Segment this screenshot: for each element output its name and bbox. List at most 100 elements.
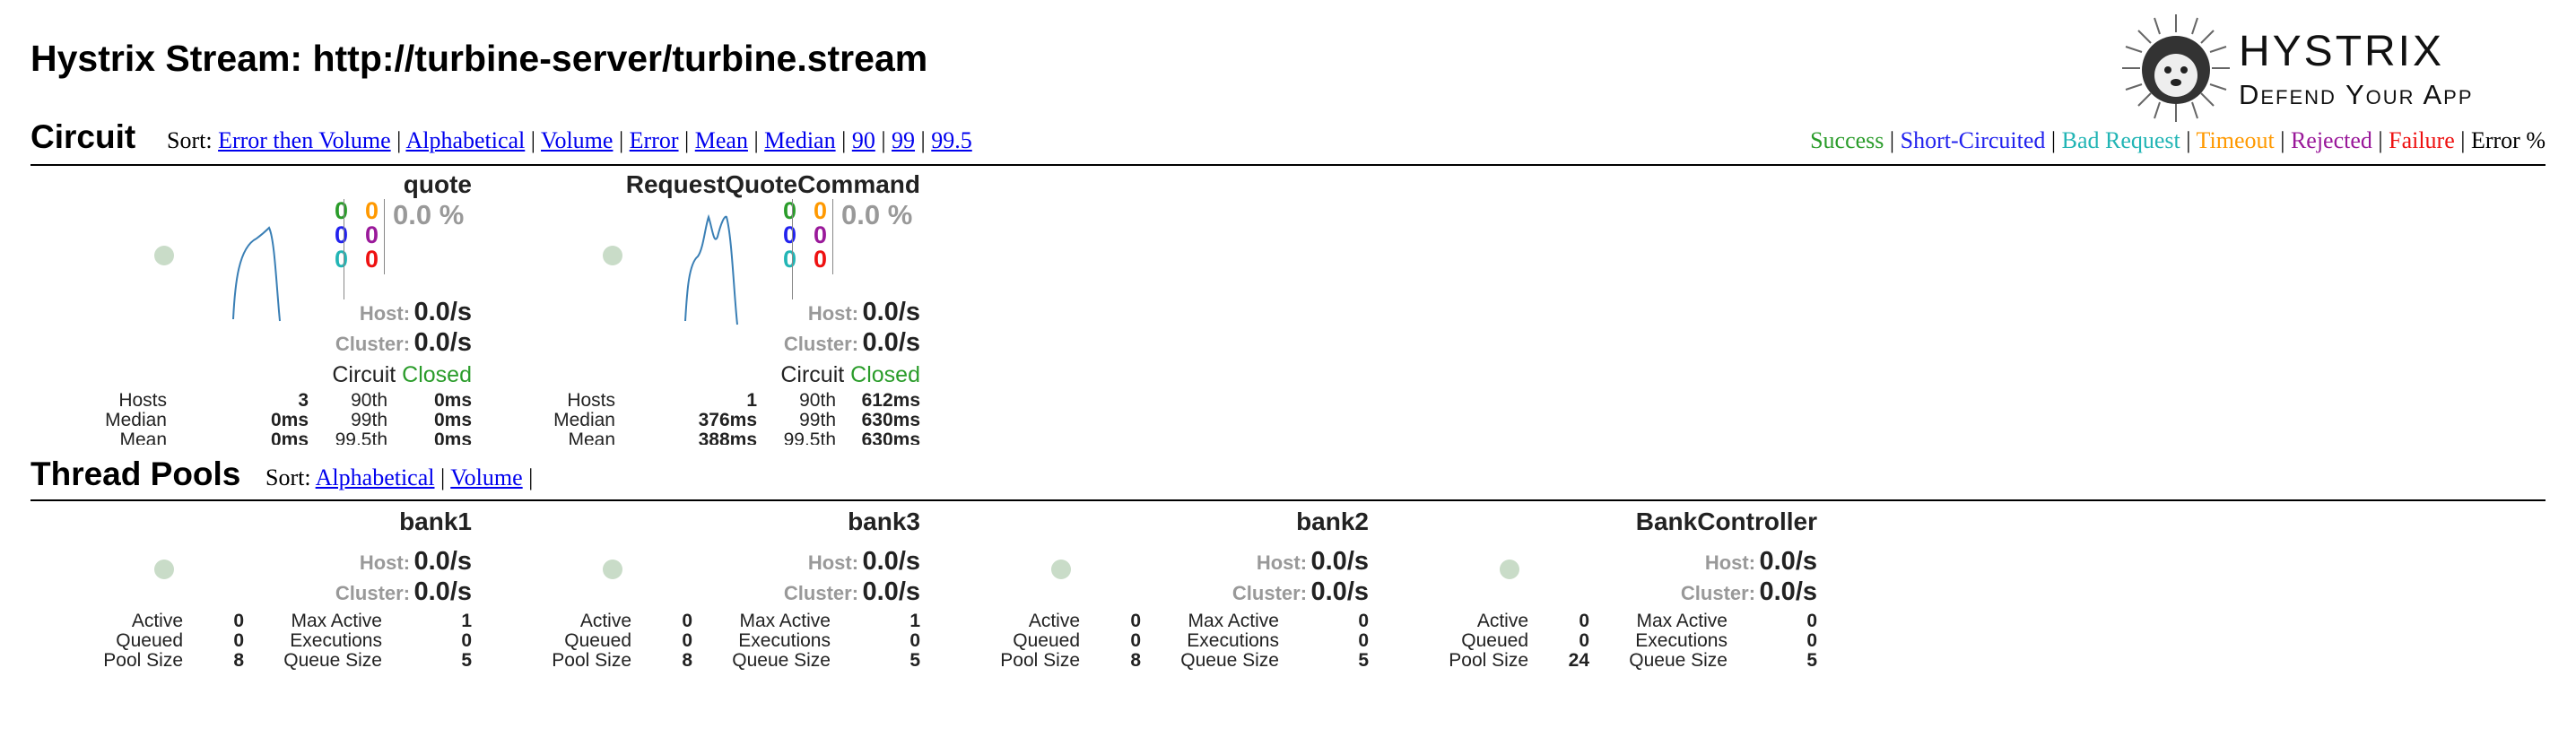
stat-label: Max Active — [1636, 611, 1727, 631]
stats-row: Queued 0 Executions 0 — [32, 631, 472, 651]
circuit-status-value: Closed — [850, 362, 920, 387]
stat-label: Executions — [738, 630, 831, 651]
threadpools-divider — [30, 499, 2546, 501]
host-rate: Host: 0.0/s — [1705, 547, 1817, 577]
threadpool-card: bank3 Host: 0.0/s Cluster: 0.0/s Active … — [481, 507, 920, 678]
host-rate-label: Host: — [359, 551, 411, 574]
stat-value: 0ms — [270, 429, 309, 446]
short-circuited-count: 0 — [334, 221, 348, 248]
stat-label: Executions — [290, 630, 382, 651]
circuit-card: RequestQuoteCommand 0 0 0 0 0 0 0.0 % Ho… — [481, 170, 920, 445]
stat-value: 0 — [1130, 611, 1141, 631]
stat-label: Mean — [568, 429, 615, 446]
stat-value: 630ms — [861, 429, 920, 446]
host-rate: Host: 0.0/s — [1257, 547, 1369, 577]
circuit-status-value: Closed — [402, 362, 472, 387]
timeout-count: 0 — [364, 197, 379, 224]
stat-value: 0 — [1130, 630, 1141, 651]
stat-value: 0 — [1358, 611, 1369, 631]
success-count: 0 — [782, 197, 796, 224]
stats-row: Hosts 3 90th 0ms — [32, 391, 472, 411]
stats-row: Median 0ms 99th 0ms — [32, 411, 472, 430]
threadpool-stats: Active 0 Max Active 1 Queued 0 Execution… — [481, 612, 920, 671]
stat-label: Queued — [564, 630, 631, 651]
pool-sort-volume-link[interactable]: Volume — [450, 464, 523, 490]
circuit-card-title: RequestQuoteCommand — [625, 170, 920, 198]
stat-value: 0 — [682, 630, 692, 651]
threadpool-stats: Active 0 Max Active 0 Queued 0 Execution… — [1378, 612, 1817, 671]
stat-label: Hosts — [118, 390, 167, 411]
circuit-sparkline — [232, 226, 281, 322]
stat-label: Queued — [116, 630, 183, 651]
cluster-rate-value: 0.0/s — [862, 577, 921, 606]
latency-stats: Hosts 3 90th 0ms Median 0ms 99th 0ms Mea… — [32, 391, 472, 446]
stat-value: 5 — [909, 650, 920, 671]
host-rate-value: 0.0/s — [1310, 547, 1370, 576]
cluster-rate: Cluster: 0.0/s — [1681, 577, 1817, 607]
stat-label: Max Active — [1188, 611, 1279, 631]
legend-bad-request: Bad Request — [2061, 127, 2180, 153]
stat-value: 8 — [1130, 650, 1141, 671]
stats-row: Mean 388ms 99.5th 630ms — [481, 429, 920, 446]
counts-right: 0 0 0 — [798, 199, 827, 272]
sort-error-then-volume-link[interactable]: Error then Volume — [218, 127, 391, 153]
cluster-rate: Cluster: 0.0/s — [784, 577, 920, 607]
stat-label: Active — [1028, 611, 1080, 631]
rejected-count: 0 — [364, 221, 379, 248]
circuit-status-label: Circuit — [780, 362, 845, 387]
sort-error-link[interactable]: Error — [629, 127, 679, 153]
threadpool-stats: Active 0 Max Active 0 Queued 0 Execution… — [929, 612, 1369, 671]
sort-median-link[interactable]: Median — [764, 127, 836, 153]
counts-left: 0 0 0 — [316, 199, 348, 272]
sort-volume-link[interactable]: Volume — [541, 127, 614, 153]
stats-row: Pool Size 8 Queue Size 5 — [929, 651, 1369, 671]
threadpool-card-title: bank1 — [399, 507, 472, 535]
stat-label: 99th — [351, 410, 387, 430]
circuit-status: Circuit Closed — [780, 362, 920, 388]
stats-row: Hosts 1 90th 612ms — [481, 391, 920, 411]
circuit-health-dot — [154, 246, 174, 265]
stats-row: Pool Size 24 Queue Size 5 — [1378, 651, 1817, 671]
threadpool-card: bank2 Host: 0.0/s Cluster: 0.0/s Active … — [929, 507, 1369, 678]
stat-value: 0 — [233, 630, 244, 651]
host-rate-label: Host: — [1256, 551, 1308, 574]
sort-90-link[interactable]: 90 — [851, 127, 875, 153]
sort-mean-link[interactable]: Mean — [694, 127, 748, 153]
stat-label: Median — [553, 410, 615, 430]
circuit-card-title: quote — [403, 170, 472, 198]
threadpool-card: bank1 Host: 0.0/s Cluster: 0.0/s Active … — [32, 507, 472, 678]
stat-value: 1 — [909, 611, 920, 631]
sort-99-link[interactable]: 99 — [892, 127, 916, 153]
pool-sort-alphabetical-link[interactable]: Alphabetical — [315, 464, 435, 490]
stat-label: Active — [131, 611, 183, 631]
success-count: 0 — [334, 197, 348, 224]
count-divider — [792, 199, 793, 299]
host-rate-value: 0.0/s — [413, 298, 473, 326]
circuit-sparkline — [684, 213, 738, 325]
hystrix-logo-icon — [2122, 14, 2230, 122]
rejected-count: 0 — [813, 221, 827, 248]
cluster-rate-label: Cluster: — [1231, 582, 1308, 604]
cluster-rate-label: Cluster: — [783, 333, 859, 355]
cluster-rate-value: 0.0/s — [1310, 577, 1370, 606]
sort-alphabetical-link[interactable]: Alphabetical — [405, 127, 526, 153]
stat-label: Queue Size — [1629, 650, 1727, 671]
stat-label: Active — [579, 611, 631, 631]
circuit-health-dot — [603, 246, 622, 265]
stat-label: Pool Size — [1449, 650, 1528, 671]
stat-value: 630ms — [861, 410, 920, 430]
stat-value: 3 — [298, 390, 309, 411]
stat-value: 5 — [461, 650, 472, 671]
circuit-divider — [30, 164, 2546, 166]
brand-tagline: Defend Your App — [2239, 79, 2474, 110]
stats-row: Median 376ms 99th 630ms — [481, 411, 920, 430]
sort-99-5-link[interactable]: 99.5 — [931, 127, 972, 153]
stats-row: Pool Size 8 Queue Size 5 — [32, 651, 472, 671]
threadpools-sort-bar: Sort: Alphabetical | Volume | — [265, 464, 534, 490]
stat-label: 99.5th — [783, 429, 836, 446]
stats-row: Active 0 Max Active 0 — [929, 612, 1369, 631]
stat-value: 0ms — [433, 429, 472, 446]
stat-label: Queue Size — [1180, 650, 1279, 671]
circuit-status-label: Circuit — [332, 362, 396, 387]
error-percentage: 0.0 % — [841, 199, 913, 230]
